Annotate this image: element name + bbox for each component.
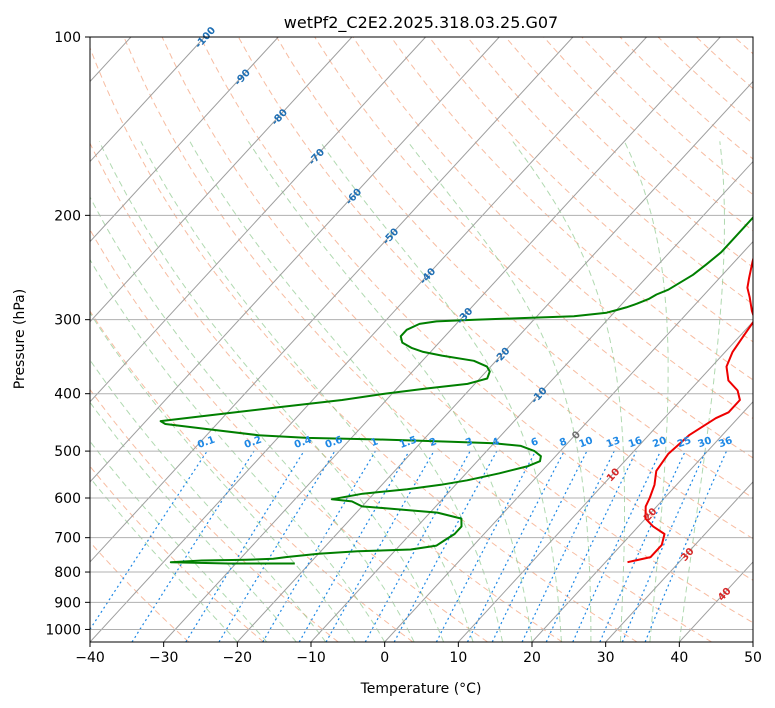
mixing-ratio-line	[298, 450, 410, 642]
y-tick-label: 800	[54, 565, 81, 581]
isotherm-line	[0, 37, 57, 642]
isotherm-line	[90, 37, 279, 243]
mixing-ratio-label: 25	[676, 435, 693, 450]
mixing-ratio-line	[491, 450, 588, 642]
mixing-ratio-line	[131, 450, 255, 642]
temperature-profile	[627, 255, 753, 564]
plot-background	[90, 37, 753, 642]
y-tick-label: 400	[54, 387, 81, 403]
isotherm-line	[90, 37, 500, 483]
y-axis: 100 200 300 400 500 600 700 800 900 1000	[45, 30, 90, 638]
x-tick-label: 10	[449, 650, 467, 666]
isotherm-line	[605, 481, 753, 642]
mixing-ratio-line	[572, 450, 662, 642]
x-axis-title: Temperature (°C)	[360, 681, 482, 697]
isotherm-line	[752, 641, 753, 642]
mixing-ratio-line	[325, 450, 435, 642]
mixing-ratio-line	[393, 450, 498, 642]
chart-title: wetPf2_C2E2.2025.318.03.25.G07	[284, 13, 558, 33]
mixing-ratio-label: 10	[578, 435, 595, 450]
y-tick-label: 100	[54, 30, 81, 46]
dry-adiabat	[352, 37, 753, 420]
mixing-ratio-line	[364, 450, 471, 642]
mixing-ratio-label: 2	[428, 436, 438, 449]
x-tick-label: −30	[149, 650, 179, 666]
dry-adiabat	[123, 37, 712, 642]
x-tick-label: 30	[597, 650, 615, 666]
mixing-ratio-label: 36	[717, 435, 734, 450]
x-tick-label: −40	[75, 650, 105, 666]
dry-adiabat	[428, 37, 753, 343]
mixing-ratio-label: 1	[369, 436, 379, 449]
dry-adiabat	[161, 37, 753, 624]
mixing-ratio-line	[435, 450, 537, 642]
x-tick-label: −10	[296, 650, 326, 666]
dry-adiabat	[90, 541, 190, 642]
isotherm-line	[90, 37, 353, 323]
mixing-ratio-label: 20	[651, 435, 668, 450]
series-layer	[159, 216, 753, 565]
isotherm-line	[457, 320, 753, 642]
isotherm-line	[531, 401, 753, 642]
dry-adiabat	[199, 37, 753, 581]
isotherm-line	[90, 37, 426, 403]
dry-adiabat	[390, 37, 753, 381]
isotherm-line	[90, 37, 647, 642]
mixing-ratio-line	[621, 450, 707, 642]
y-tick-label: 700	[54, 531, 81, 547]
dewpoint-profile	[159, 216, 753, 565]
dry-adiabat	[276, 37, 753, 499]
dry-adiabat	[90, 228, 488, 642]
mixing-ratio-line	[644, 450, 728, 642]
mixing-ratio-label: 6	[530, 436, 540, 449]
x-tick-label: 50	[744, 650, 762, 666]
x-tick-label: 20	[523, 650, 541, 666]
dry-adiabat	[90, 465, 264, 642]
y-axis-title: Pressure (hPa)	[12, 289, 28, 389]
isotherm-line	[310, 160, 753, 642]
mixing-ratio-line	[599, 450, 686, 642]
y-tick-label: 600	[54, 491, 81, 507]
isotherm-line	[90, 37, 205, 163]
isotherm-line	[236, 80, 753, 642]
isotherm-line	[163, 37, 721, 642]
mixing-ratio-line	[521, 450, 615, 642]
dry-adiabat	[314, 37, 753, 459]
mixing-ratio-label: 3	[464, 436, 474, 449]
mixing-ratio-label: 30	[697, 435, 714, 450]
isotherm-line	[384, 240, 753, 642]
y-tick-label: 500	[54, 444, 81, 460]
y-tick-label: 900	[54, 595, 81, 611]
mixing-ratio-line	[90, 450, 208, 631]
y-tick-label: 300	[54, 313, 81, 329]
x-tick-label: 40	[670, 650, 688, 666]
y-tick-label: 200	[54, 208, 81, 224]
y-tick-label: 1000	[45, 622, 81, 638]
x-tick-label: 0	[380, 650, 389, 666]
x-tick-label: −20	[223, 650, 253, 666]
mixing-ratio-label: 16	[627, 435, 644, 450]
x-axis: −40 −30 −20 −10 0 10 20 30 40 50	[75, 642, 762, 666]
mixing-ratio-label: 13	[605, 435, 622, 450]
isotherm-line	[90, 37, 574, 563]
mixing-ratio-line	[466, 450, 565, 642]
mixing-ratio-line	[545, 450, 637, 642]
dry-adiabat	[90, 142, 563, 642]
mixing-ratio-label: 8	[558, 436, 568, 449]
mixing-ratio-line	[262, 450, 376, 642]
mixing-ratio-label: 4	[491, 436, 501, 449]
plot-frame	[89, 36, 754, 643]
